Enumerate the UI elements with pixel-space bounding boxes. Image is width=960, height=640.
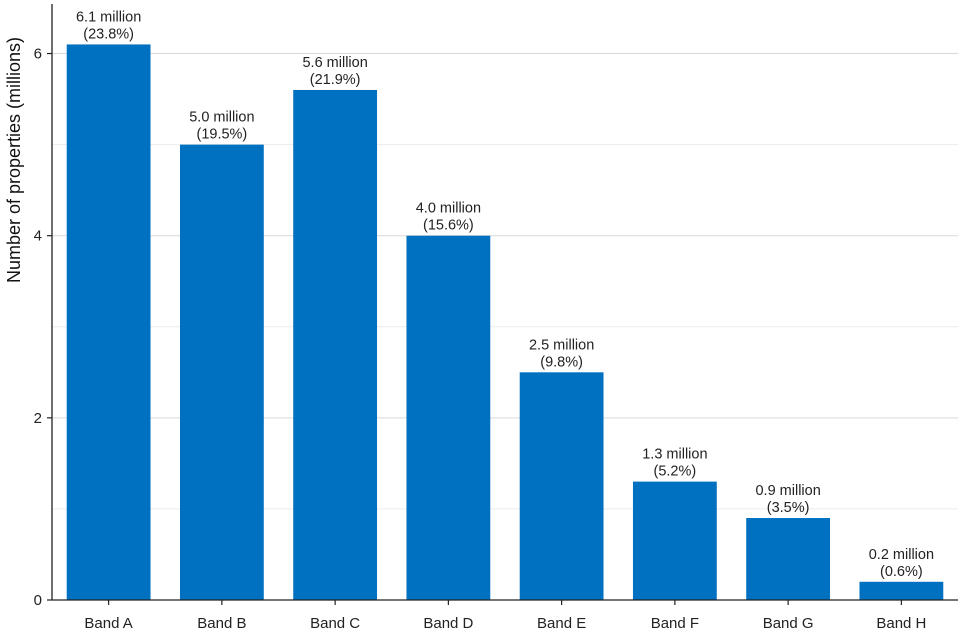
percent-label: (23.8%) — [83, 26, 134, 42]
percent-label: (19.5%) — [196, 127, 247, 143]
x-tick-label: Band C — [310, 615, 360, 632]
percent-label: (5.2%) — [654, 464, 697, 480]
axes: 0 2 4 6 Band A Band B Band C Band D Band E Band F… — [34, 4, 958, 632]
value-label: 4.0 million — [416, 201, 481, 217]
x-tick-label: Band A — [84, 615, 132, 632]
value-label: 2.5 million — [529, 337, 594, 353]
x-tick-label: Band E — [537, 615, 586, 632]
bar — [293, 89, 378, 600]
percent-label: (9.8%) — [540, 354, 583, 370]
value-label: 0.2 million — [869, 547, 934, 563]
y-tick-label: 4 — [34, 228, 42, 245]
x-tick-label: Band F — [651, 615, 699, 632]
value-label: 5.0 million — [189, 110, 254, 126]
value-label: 6.1 million — [76, 9, 141, 25]
percent-label: (3.5%) — [767, 500, 810, 516]
percent-label: (21.9%) — [310, 72, 361, 88]
bar — [519, 372, 604, 600]
x-tick-label: Band H — [876, 615, 926, 632]
x-tick-label: Band B — [197, 615, 246, 632]
bar — [406, 235, 491, 600]
x-tick-label: Band D — [423, 615, 473, 632]
value-label: 1.3 million — [642, 447, 707, 463]
x-tick-label: Band G — [763, 615, 814, 632]
bar — [859, 581, 944, 600]
percent-label: (15.6%) — [423, 218, 474, 234]
y-tick-label: 0 — [34, 592, 42, 609]
data-labels: 6.1 million(23.8%) 5.0 million(19.5%) 5.6 … — [76, 9, 934, 579]
y-tick-label: 6 — [34, 46, 42, 63]
bar — [632, 481, 717, 600]
value-label: 5.6 million — [302, 55, 367, 71]
bars — [66, 44, 944, 600]
y-tick-label: 2 — [34, 410, 42, 427]
percent-label: (0.6%) — [880, 564, 923, 580]
bar — [746, 518, 831, 600]
y-axis-title: Number of properties (millions) — [4, 37, 24, 283]
value-label: 0.9 million — [755, 483, 820, 499]
bar — [66, 44, 151, 600]
bar — [179, 144, 264, 600]
